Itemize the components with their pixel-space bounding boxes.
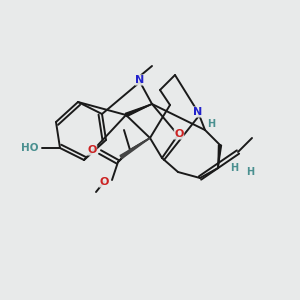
Text: H: H — [207, 119, 215, 129]
Polygon shape — [120, 138, 150, 158]
Text: H: H — [246, 167, 254, 177]
Text: HO: HO — [20, 143, 38, 153]
Text: N: N — [135, 75, 145, 85]
Text: O: O — [87, 145, 97, 155]
Polygon shape — [218, 145, 221, 168]
Polygon shape — [125, 104, 152, 117]
Text: N: N — [194, 107, 202, 117]
Text: O: O — [174, 129, 184, 139]
Text: H: H — [230, 163, 238, 173]
Text: O: O — [99, 177, 109, 187]
